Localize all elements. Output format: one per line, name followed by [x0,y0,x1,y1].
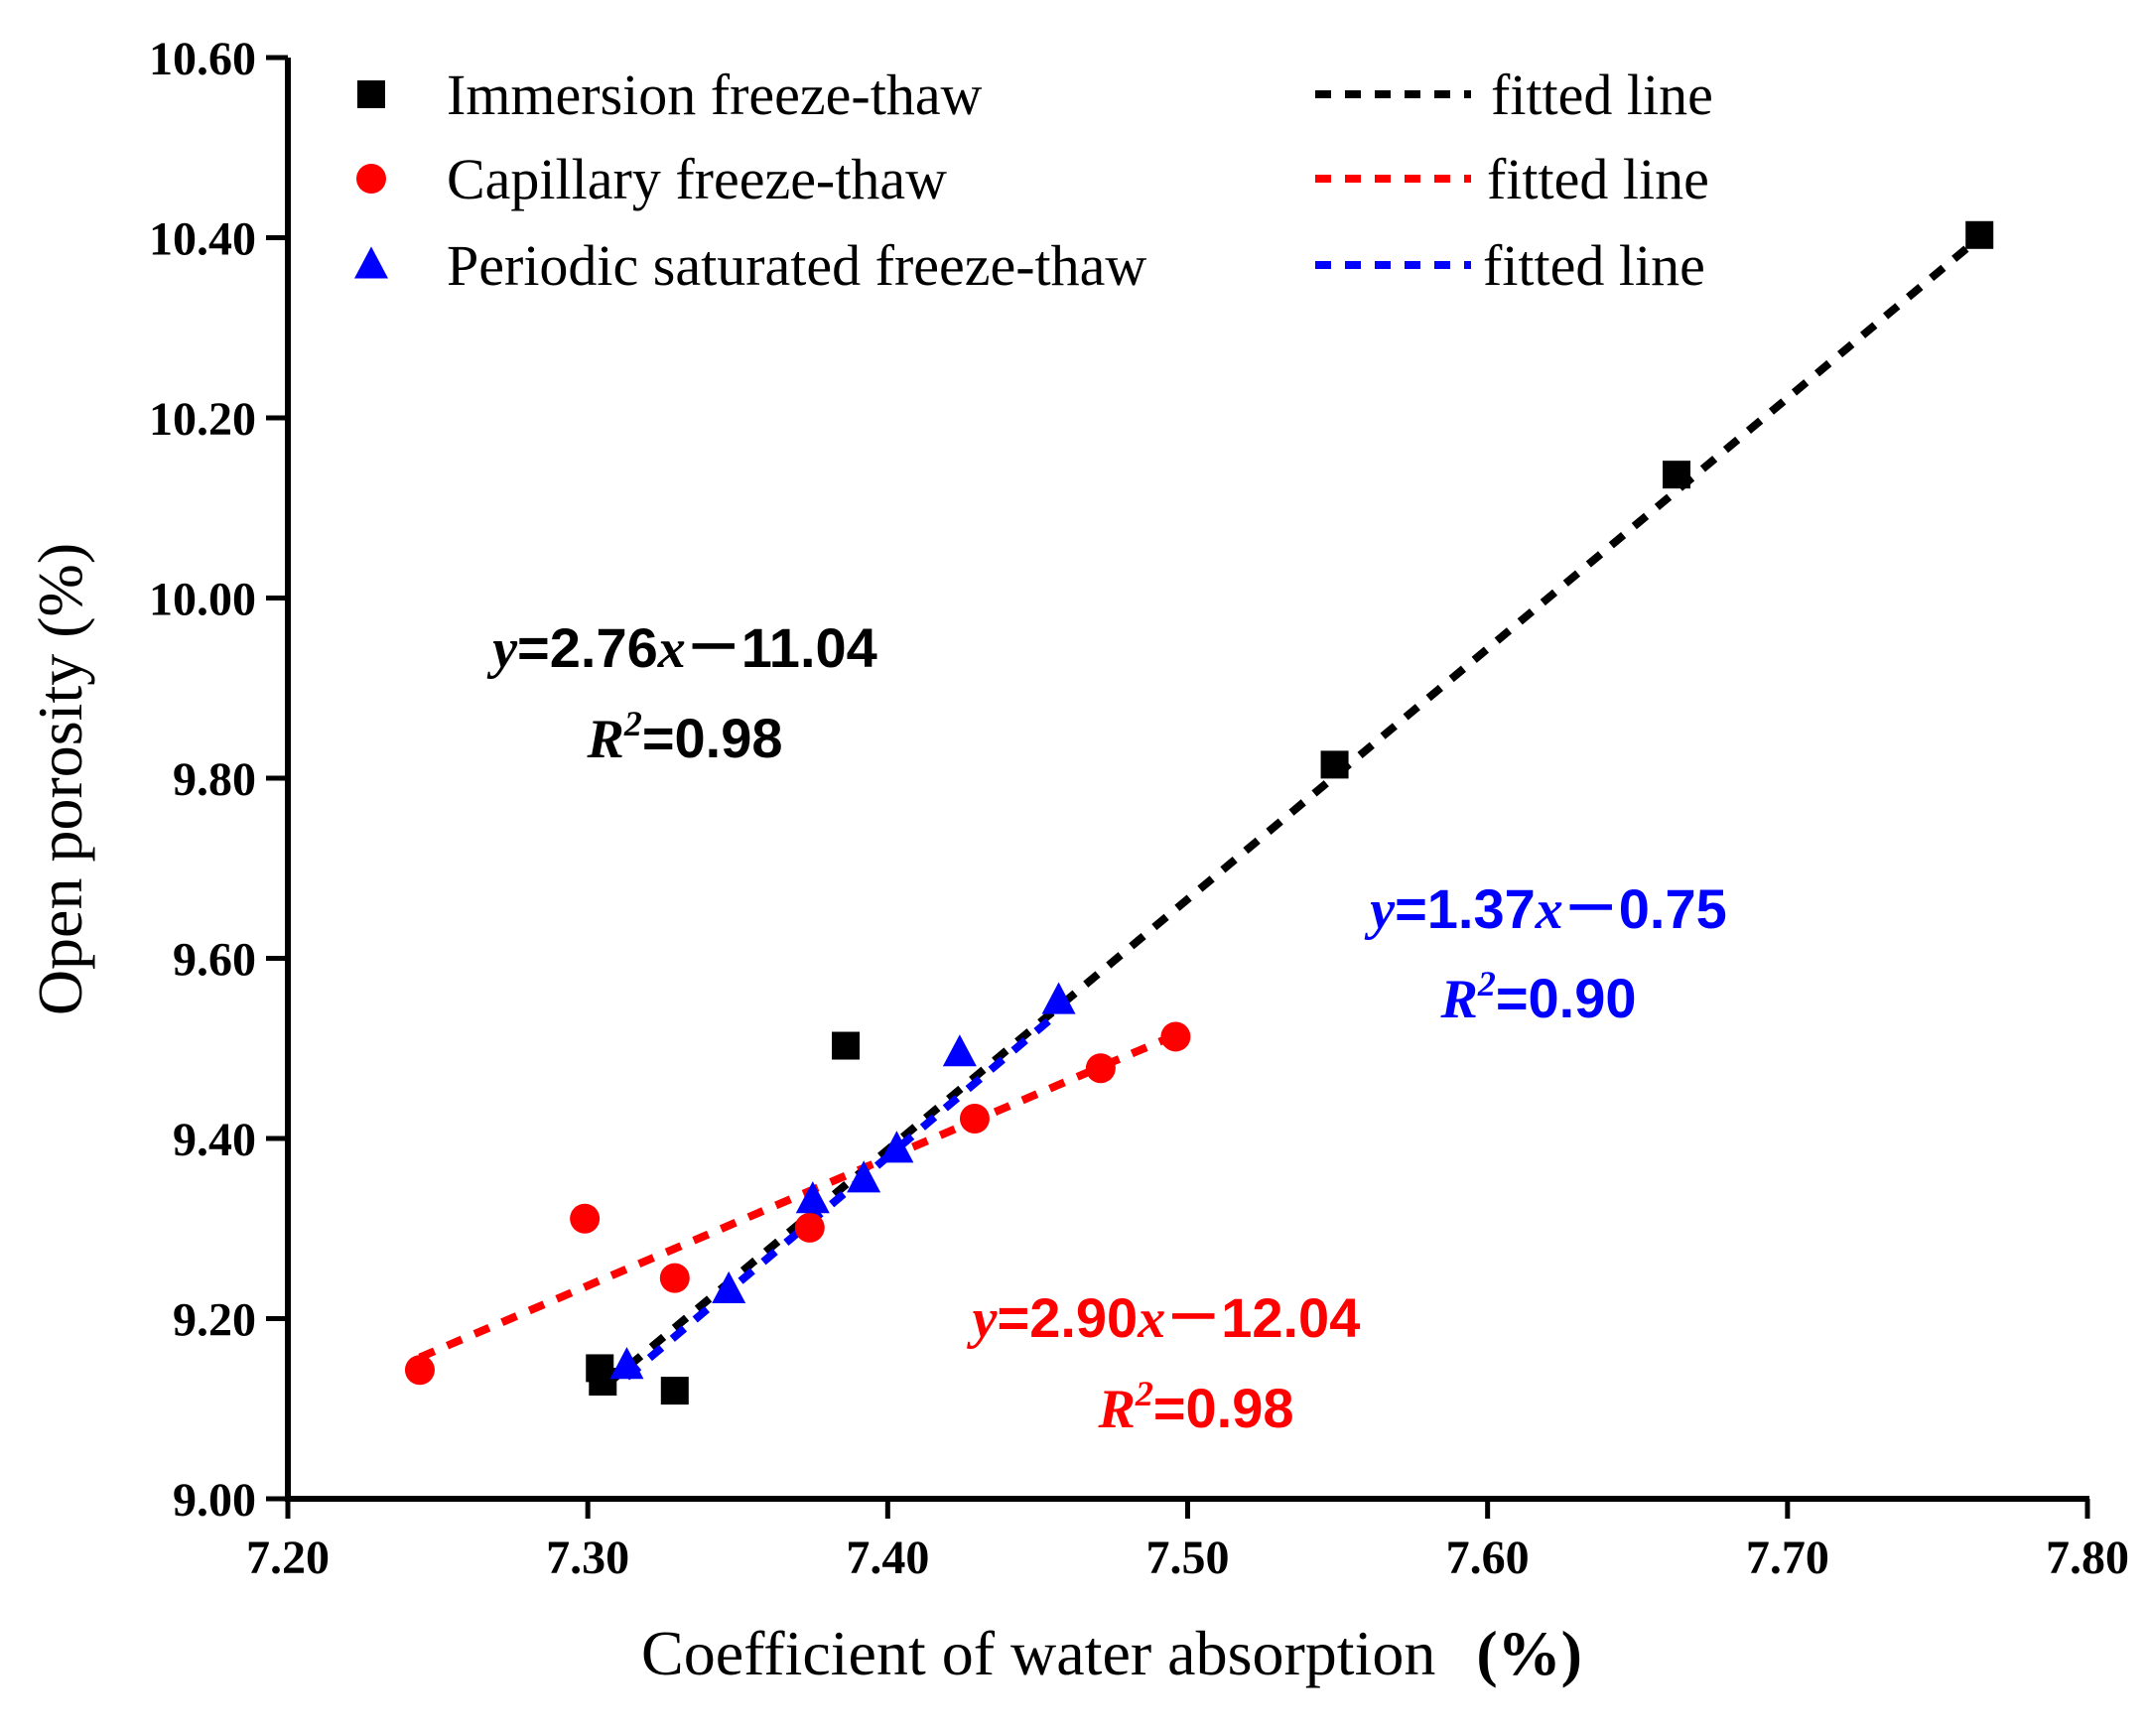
point-circle [794,1212,825,1243]
x-tick-label: 7.20 [246,1532,330,1584]
y-tick-label: 9.80 [173,753,256,806]
legend-fit-label: fitted line [1483,233,1705,298]
point-square [1663,461,1691,489]
point-circle [570,1203,601,1234]
y-tick-label: 10.40 [149,213,256,266]
y-tick-label: 10.60 [149,33,256,85]
fitted-lines [418,234,1982,1389]
point-circle [1085,1053,1116,1084]
point-circle [959,1104,990,1135]
x-axis-title-unit: (%) [1476,1618,1582,1688]
point-square [660,1377,689,1405]
legend-marker-circle [356,164,386,194]
equation-intercept: －11.04 [686,616,877,679]
point-triangle [847,1160,881,1193]
r-squared-value: =0.98 [642,707,783,769]
y-tick-label: 10.20 [149,393,256,446]
point-triangle [609,1347,644,1380]
r-superscript: 2 [623,704,642,743]
r-squared-triangle: R2=0.90 [1439,964,1636,1030]
point-triangle [879,1131,914,1163]
r-symbol: R [586,709,623,770]
equation-square: y=2.76x－11.04 [486,616,877,680]
x-tick-label: 7.80 [2046,1532,2129,1584]
fit-line-square [603,234,1982,1389]
point-square [589,1368,617,1397]
x-tick-label: 7.30 [546,1532,629,1584]
x-tick-label: 7.50 [1146,1532,1230,1584]
y-axis-title: Open porosity (%) [25,543,95,1015]
point-circle [659,1263,690,1293]
y-tick-label: 9.60 [173,934,256,987]
y-tick-label: 10.00 [149,574,256,626]
point-square [1965,220,1994,249]
legend-label: Capillary freeze-thaw [447,147,947,211]
equation-slope: =2.76 [517,616,658,679]
y-tick-label: 9.40 [173,1114,256,1166]
equation-intercept: －12.04 [1165,1286,1360,1349]
legend-marker-square [357,80,385,108]
equation-slope: =1.37 [1395,877,1536,940]
legend: Immersion freeze-thaw fitted line Capillar… [354,63,1713,298]
equation-y-symbol: y [967,1288,999,1350]
r-squared-square: R2=0.98 [586,704,782,770]
r-squared-value: =0.90 [1496,967,1637,1029]
legend-marker-triangle [354,246,388,279]
point-triangle [942,1034,977,1067]
equation-y-symbol: y [486,618,518,680]
point-circle [404,1355,435,1386]
point-triangle [1041,982,1076,1014]
r-superscript: 2 [1135,1374,1153,1413]
y-tick-label: 9.20 [173,1294,256,1347]
fit-equations: y=2.76x－11.04R2=0.98y=2.90x－12.04R2=0.98… [486,616,1727,1440]
equation-intercept: －0.75 [1563,877,1727,940]
point-square [832,1031,861,1060]
equation-y-symbol: y [1364,879,1396,941]
x-axis-title: Coefficient of water absorption (%) [641,1618,1582,1688]
equation-x-symbol: x [657,618,686,680]
point-triangle [795,1181,830,1214]
x-tick-label: 7.70 [1746,1532,1829,1584]
equation-circle: y=2.90x－12.04 [967,1286,1361,1350]
legend-label: Immersion freeze-thaw [447,63,983,127]
y-ticks: 9.00 9.20 9.40 9.60 9.80 10.00 10.20 10.40 10.60 [149,33,288,1527]
equation-triangle: y=1.37x－0.75 [1364,877,1727,941]
r-symbol: R [1097,1379,1135,1440]
legend-fit-label: fitted line [1487,147,1709,211]
r-superscript: 2 [1477,964,1496,1003]
equation-x-symbol: x [1535,879,1563,941]
r-squared-circle: R2=0.98 [1097,1374,1293,1440]
legend-fit-label: fitted line [1491,63,1713,127]
data-points [404,220,1994,1405]
r-symbol: R [1439,969,1477,1030]
equation-x-symbol: x [1137,1288,1165,1350]
x-tick-label: 7.40 [846,1532,929,1584]
equation-slope: =2.90 [998,1286,1139,1349]
r-squared-value: =0.98 [1153,1377,1294,1439]
x-ticks: 7.20 7.30 7.40 7.50 7.60 7.70 7.80 [246,1499,2129,1584]
legend-label: Periodic saturated freeze-thaw [447,233,1146,298]
point-triangle [712,1270,746,1303]
point-circle [1160,1021,1191,1052]
x-tick-label: 7.60 [1446,1532,1530,1584]
y-tick-label: 9.00 [173,1474,256,1527]
x-axis-title-text: Coefficient of water absorption [641,1618,1435,1688]
fit-line-triangle [623,1008,1062,1381]
point-square [1320,750,1349,779]
